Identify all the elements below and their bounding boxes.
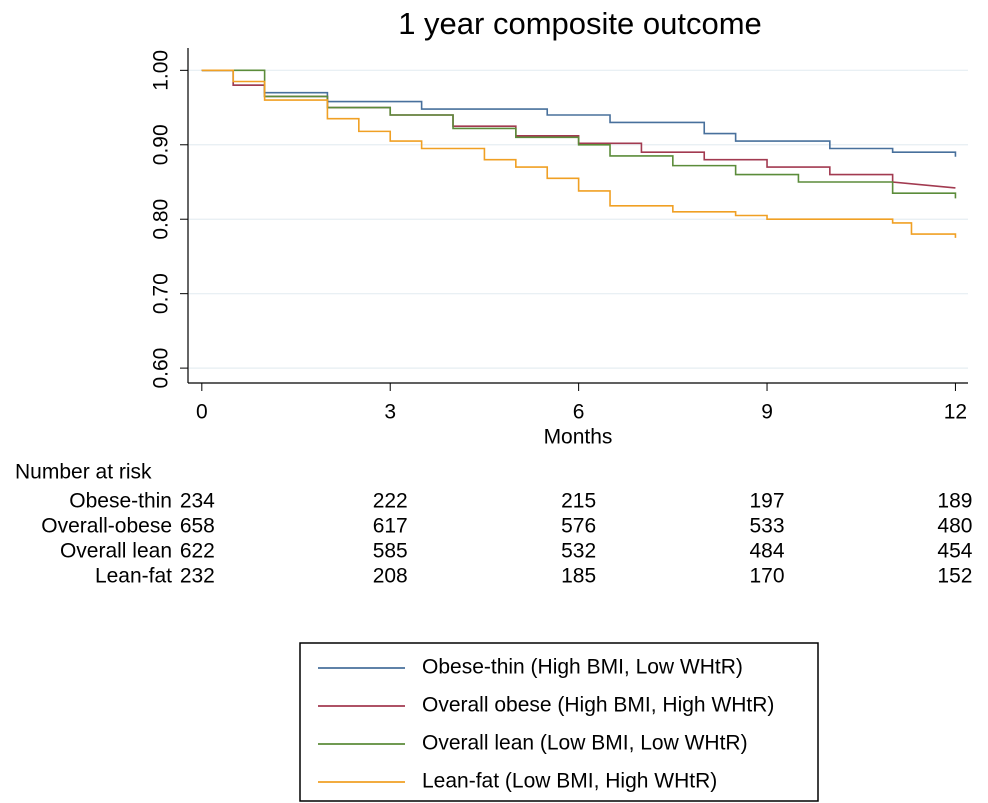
legend-label: Obese-thin (High BMI, Low WHtR) — [422, 656, 743, 679]
risk-row-label: Obese-thin — [69, 490, 172, 513]
x-tick-label: 12 — [944, 401, 967, 424]
risk-count: 222 — [373, 490, 408, 513]
legend-label: Overall obese (High BMI, High WHtR) — [422, 694, 774, 717]
risk-count: 454 — [937, 540, 972, 563]
y-tick-label: 0.70 — [150, 273, 173, 314]
risk-count: 533 — [750, 515, 785, 538]
risk-count: 585 — [373, 540, 408, 563]
x-axis-label: Months — [544, 426, 613, 449]
x-tick-label: 6 — [573, 401, 585, 424]
x-tick-label: 3 — [384, 401, 396, 424]
risk-count: 480 — [937, 515, 972, 538]
risk-count: 208 — [373, 565, 408, 588]
risk-count: 170 — [750, 565, 785, 588]
legend-label: Overall lean (Low BMI, Low WHtR) — [422, 732, 748, 755]
risk-count: 576 — [561, 515, 596, 538]
survival-curve — [201, 69, 957, 238]
risk-count: 234 — [180, 490, 215, 513]
survival-curve — [201, 69, 956, 189]
risk-count: 197 — [750, 490, 785, 513]
risk-count: 215 — [561, 490, 596, 513]
risk-count: 189 — [937, 490, 972, 513]
risk-count: 658 — [180, 515, 215, 538]
legend-box — [299, 642, 819, 802]
chart-title: 1 year composite outcome — [398, 6, 762, 41]
legend-label: Lean-fat (Low BMI, High WHtR) — [422, 770, 717, 793]
y-tick-label: 0.60 — [150, 348, 173, 389]
risk-count: 232 — [180, 565, 215, 588]
y-tick-label: 0.90 — [150, 124, 173, 165]
risk-count: 185 — [561, 565, 596, 588]
risk-count: 152 — [937, 565, 972, 588]
risk-row-label: Overall lean — [60, 540, 172, 563]
y-tick-label: 0.80 — [150, 199, 173, 240]
risk-row-label: Lean-fat — [95, 565, 172, 588]
x-tick-label: 0 — [196, 401, 208, 424]
risk-count: 622 — [180, 540, 215, 563]
risk-count: 484 — [750, 540, 785, 563]
y-tick-label: 1.00 — [150, 50, 173, 91]
risk-row-label: Overall-obese — [41, 515, 172, 538]
x-tick-label: 9 — [761, 401, 773, 424]
risk-count: 532 — [561, 540, 596, 563]
risk-table-title: Number at risk — [15, 461, 152, 484]
risk-count: 617 — [373, 515, 408, 538]
